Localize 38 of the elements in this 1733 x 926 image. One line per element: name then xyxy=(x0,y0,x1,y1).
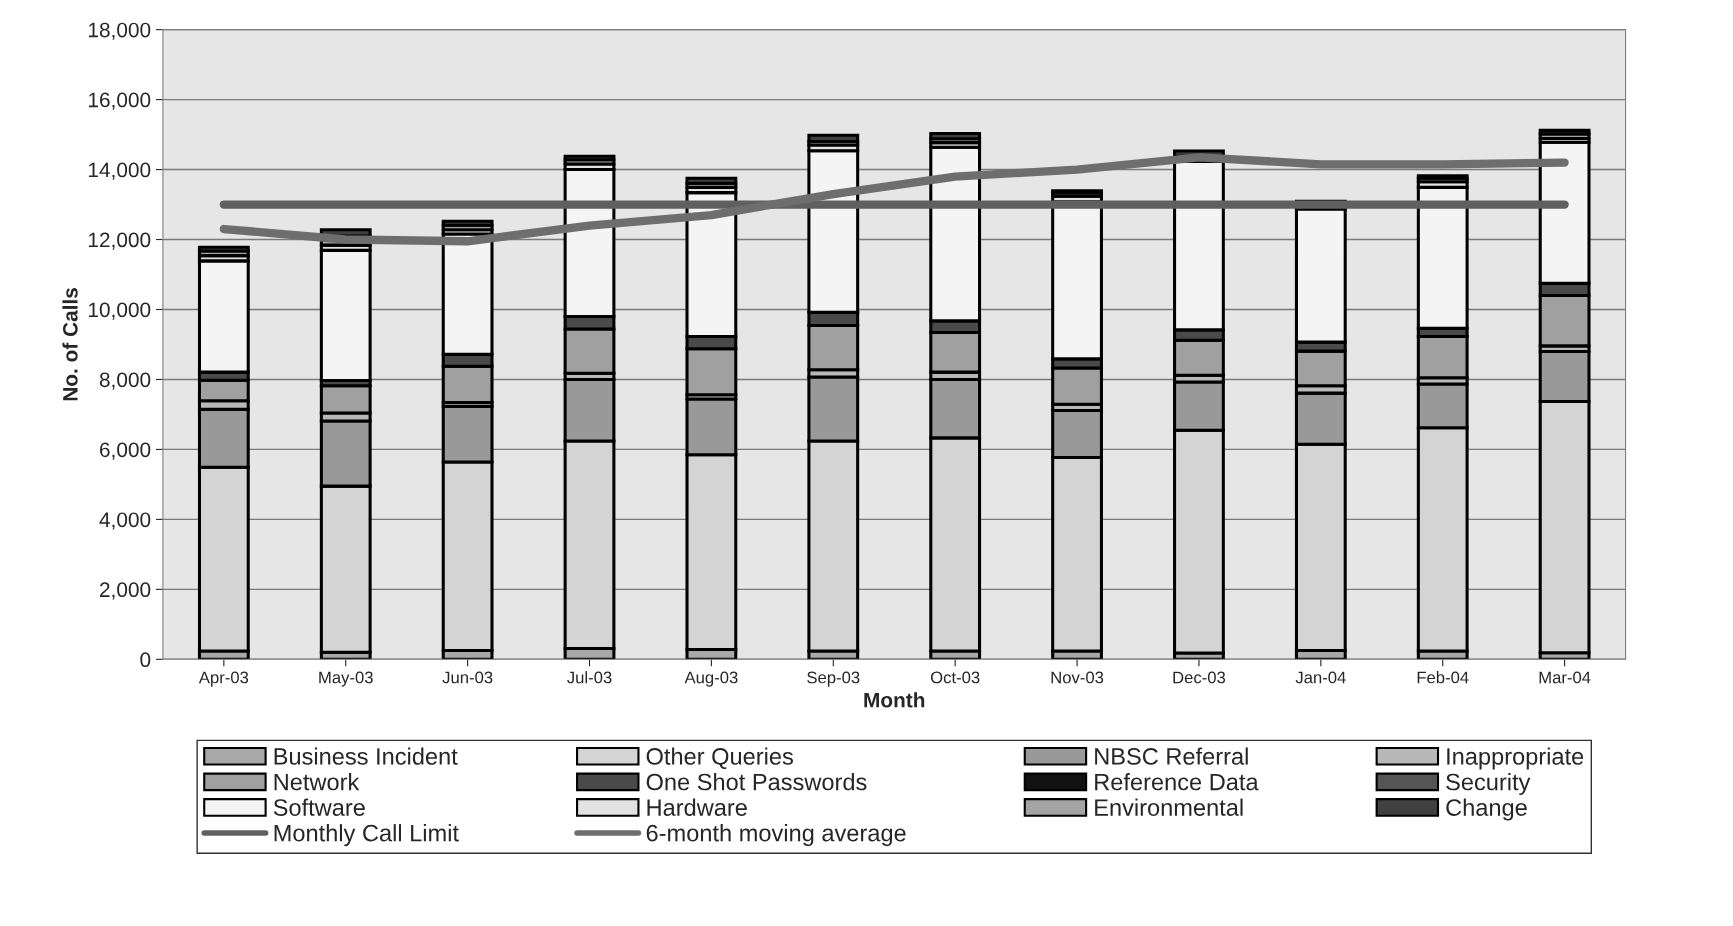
legend-label: Other Queries xyxy=(646,747,793,770)
x-tick-label: Dec-03 xyxy=(1173,671,1226,684)
legend-label: Environmental xyxy=(1095,798,1243,816)
legend-label: Network xyxy=(274,773,360,791)
y-tick-label: 6,000 xyxy=(100,442,151,460)
y-tick-label: 12,000 xyxy=(88,232,151,250)
legend-label: Business Incident xyxy=(274,747,458,765)
legend-label: 6-month moving average xyxy=(646,824,906,847)
legend-label: One Shot Passwords xyxy=(646,773,867,791)
y-tick-label: 16,000 xyxy=(88,92,151,110)
legend-label: Inappropriate xyxy=(1447,747,1584,770)
x-tick-label: Nov-03 xyxy=(1051,671,1104,684)
legend-label: Change xyxy=(1446,798,1527,821)
legend-label: Reference Data xyxy=(1095,773,1259,791)
x-tick-label: Jul-03 xyxy=(567,671,612,684)
legend-label: Monthly Call Limit xyxy=(274,824,459,847)
y-tick-label: 8,000 xyxy=(99,372,151,390)
legend-label: NBSC Referral xyxy=(1095,747,1248,765)
x-tick-label: Feb-04 xyxy=(1417,671,1469,684)
y-tick-label: 10,000 xyxy=(88,302,151,320)
y-axis-title: No. of Calls xyxy=(62,288,78,401)
x-tick-label: Jan-04 xyxy=(1295,671,1346,684)
x-tick-label: Oct-03 xyxy=(930,671,980,684)
x-tick-label: Mar-04 xyxy=(1539,671,1591,684)
legend-label: Software xyxy=(273,798,365,816)
x-tick-label: Jun-03 xyxy=(442,671,493,684)
y-tick-label: 18,000 xyxy=(88,22,151,40)
x-tick-label: Aug-03 xyxy=(684,671,738,687)
x-tick-label: Apr-03 xyxy=(198,671,249,687)
y-tick-label: 0 xyxy=(140,652,151,668)
y-tick-label: 2,000 xyxy=(100,582,151,600)
legend-label: Security xyxy=(1446,773,1531,796)
y-tick-label: 14,000 xyxy=(88,162,151,180)
legend-label: Hardware xyxy=(647,798,747,816)
x-tick-label: May-03 xyxy=(319,671,373,687)
x-tick-label: Sep-03 xyxy=(807,671,860,687)
y-tick-label: 4,000 xyxy=(99,512,151,530)
x-axis-title: Month xyxy=(864,692,925,708)
